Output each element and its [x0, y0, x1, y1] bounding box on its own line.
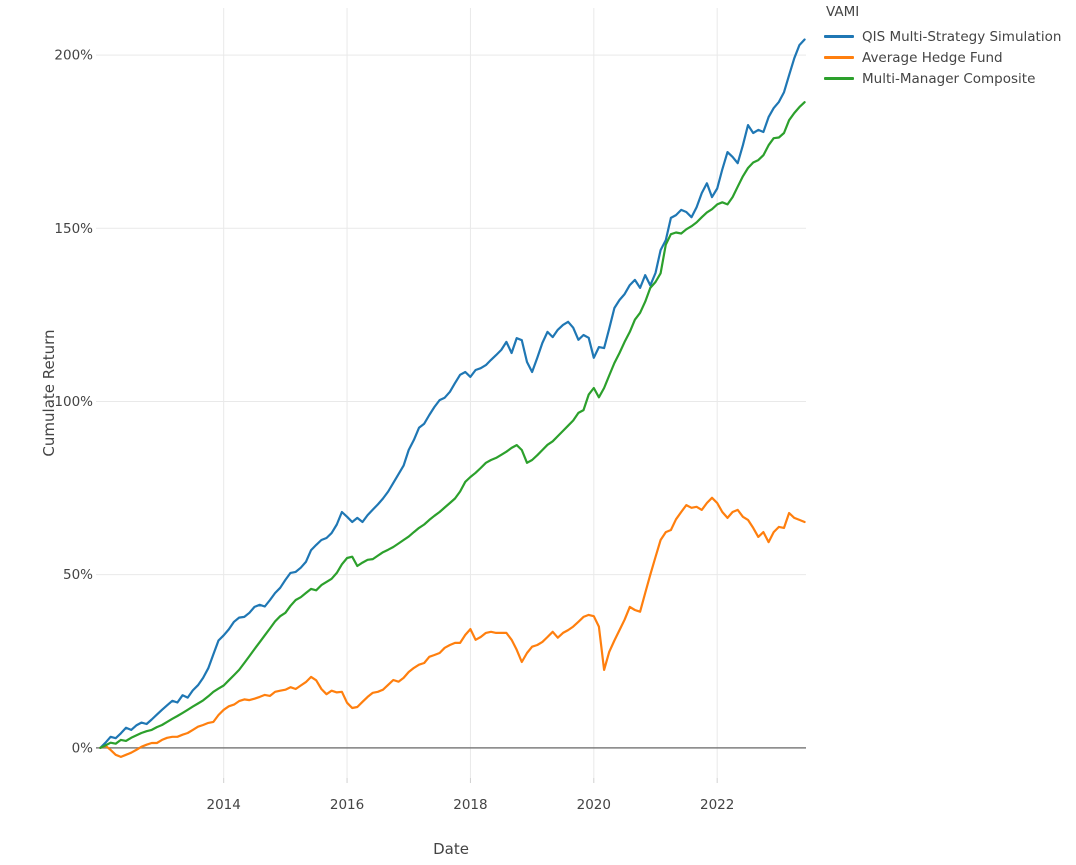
y-tick-label: 150% — [54, 221, 93, 237]
x-tick-label: 2016 — [330, 797, 364, 813]
x-tick-label: 2022 — [700, 797, 734, 813]
legend-item-multi-manager-composite[interactable]: Multi-Manager Composite — [824, 68, 1061, 89]
legend-line-swatch-blue — [824, 35, 854, 38]
y-tick-label: 200% — [54, 48, 93, 64]
legend-line-swatch-orange — [824, 56, 854, 59]
legend-item-qis-multi-strategy-simulation[interactable]: QIS Multi-Strategy Simulation — [824, 26, 1061, 47]
series-line-multi-manager-composite[interactable] — [99, 101, 806, 750]
y-axis-title: Cumulate Return — [40, 329, 58, 457]
x-tick-label: 2018 — [453, 797, 487, 813]
legend: VAMI QIS Multi-Strategy Simulation Avera… — [824, 2, 1061, 89]
x-axis-title: Date — [433, 840, 469, 858]
legend-item-label: QIS Multi-Strategy Simulation — [862, 28, 1062, 45]
series-line-qis-multi-strategy-simulation[interactable] — [99, 38, 806, 750]
legend-item-label: Average Hedge Fund — [862, 49, 1003, 66]
x-tick-label: 2014 — [207, 797, 241, 813]
legend-line-swatch-green — [824, 77, 854, 80]
legend-item-label: Multi-Manager Composite — [862, 70, 1036, 87]
y-tick-label: 50% — [63, 567, 93, 583]
y-tick-label: 0% — [72, 740, 94, 756]
y-tick-label: 100% — [54, 394, 93, 410]
legend-title: VAMI — [826, 4, 860, 20]
series-line-average-hedge-fund[interactable] — [99, 496, 806, 759]
legend-item-average-hedge-fund[interactable]: Average Hedge Fund — [824, 47, 1061, 68]
x-tick-label: 2020 — [577, 797, 611, 813]
